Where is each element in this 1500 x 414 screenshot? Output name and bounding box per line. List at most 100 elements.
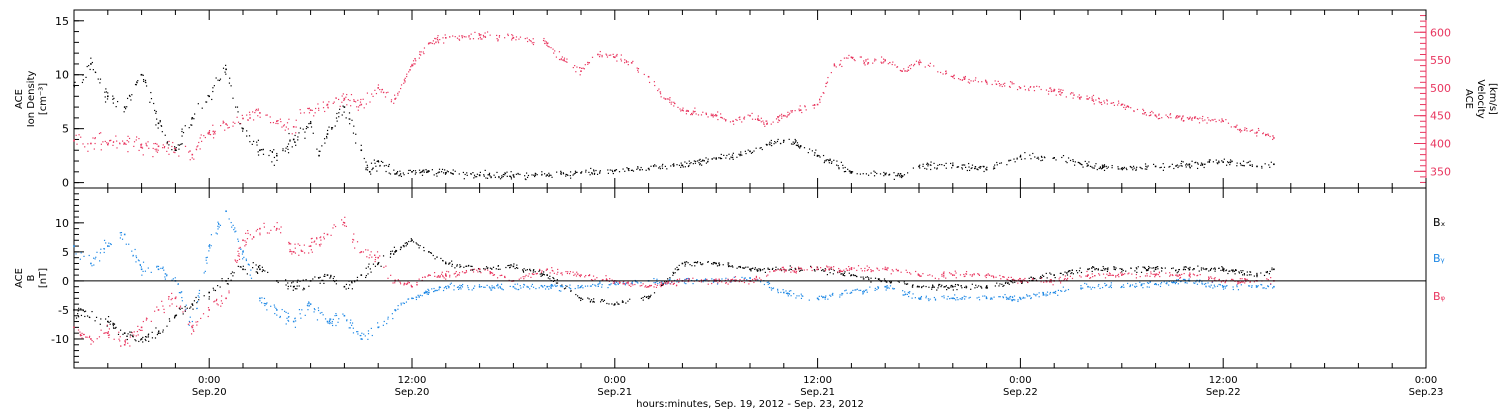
bx-point	[395, 249, 397, 252]
ion-density-point	[1135, 168, 1137, 170]
ion-density-point	[813, 154, 816, 156]
bz-point	[405, 283, 407, 285]
velocity-point	[1165, 114, 1167, 116]
ion-density-point	[576, 171, 578, 173]
bz-point	[782, 266, 784, 268]
bz-point	[263, 226, 266, 228]
by-point	[1248, 285, 1251, 287]
by-point	[949, 298, 951, 300]
bz-point	[870, 269, 872, 271]
bx-point	[529, 268, 531, 270]
bz-point	[942, 272, 945, 274]
by-point	[209, 244, 211, 246]
bx-point	[1232, 269, 1234, 271]
ion-density-point	[476, 176, 478, 178]
by-point	[1168, 284, 1170, 286]
bz-point	[1089, 277, 1091, 279]
bz-point	[1196, 275, 1198, 277]
ion-density-point	[741, 154, 743, 156]
bz-point	[897, 269, 899, 271]
bz-point	[125, 339, 127, 341]
by-point	[929, 298, 931, 300]
ion-density-point	[181, 128, 183, 130]
ion-density-point	[768, 143, 770, 145]
bx-point	[277, 281, 279, 284]
by-point	[1082, 287, 1084, 289]
velocity-point	[403, 79, 405, 81]
by-point	[416, 296, 418, 298]
bz-point	[344, 225, 346, 227]
velocity-point	[166, 150, 168, 153]
bz-point	[80, 335, 82, 337]
by-point	[887, 286, 889, 288]
by-point	[450, 282, 452, 284]
velocity-point	[397, 94, 399, 96]
by-point	[266, 309, 268, 311]
bz-point	[846, 269, 848, 272]
ion-density-point	[334, 125, 336, 127]
by-point	[856, 288, 858, 290]
bx-point	[578, 297, 580, 299]
by-point	[1131, 284, 1134, 286]
ion-density-point	[144, 81, 147, 83]
bz-point	[647, 286, 649, 288]
bz-point	[379, 255, 381, 257]
bx-point	[135, 340, 137, 342]
bz-point	[89, 335, 91, 337]
by-point	[668, 279, 670, 281]
ion-density-point	[276, 159, 278, 161]
bz-point	[303, 244, 305, 246]
bz-point	[310, 249, 312, 251]
x-tick-time-label: 12:00	[1209, 375, 1238, 386]
by-point	[943, 297, 945, 299]
ion-density-point	[897, 174, 899, 176]
by-point	[121, 238, 124, 240]
bz-point	[476, 269, 478, 271]
by-point	[110, 243, 112, 246]
by-point	[210, 234, 213, 236]
bx-point	[932, 285, 934, 287]
by-point	[83, 255, 85, 257]
velocity-point	[1125, 106, 1127, 108]
ion-density-point	[698, 159, 700, 161]
bz-point	[973, 273, 975, 275]
ion-density-point	[427, 171, 429, 173]
bx-point	[539, 273, 541, 275]
by-point	[496, 285, 498, 287]
ion-density-point	[242, 130, 244, 132]
by-point	[448, 287, 450, 289]
by-point	[299, 313, 301, 315]
bz-point	[129, 336, 131, 338]
velocity-point	[384, 96, 387, 98]
bz-point	[816, 268, 819, 271]
bz-point	[795, 270, 798, 272]
by-point	[94, 258, 96, 260]
bx-point	[1157, 268, 1159, 270]
bx-point	[213, 289, 215, 291]
ion-density-point	[383, 165, 385, 167]
velocity-point	[760, 117, 762, 119]
by-point	[1135, 283, 1137, 285]
velocity-point	[546, 44, 548, 46]
bx-point	[1003, 284, 1005, 287]
by-point	[461, 286, 464, 288]
by-point	[631, 281, 633, 283]
bx-point	[707, 261, 709, 263]
by-point	[141, 274, 143, 276]
bz-point	[323, 232, 325, 235]
velocity-point	[562, 59, 564, 61]
velocity-point	[126, 139, 128, 142]
by-point	[514, 283, 516, 285]
ion-density-point	[1173, 167, 1175, 170]
ion-density-point	[725, 157, 727, 159]
bx-point	[360, 274, 363, 276]
bx-point	[534, 271, 536, 273]
bx-point	[369, 268, 371, 270]
bz-point	[685, 278, 687, 280]
by-point	[317, 307, 320, 309]
bz-point	[717, 282, 719, 284]
top-left-tick-label: 15	[55, 15, 69, 28]
bx-point	[239, 266, 241, 268]
by-point	[514, 287, 516, 289]
bx-point	[722, 264, 724, 266]
